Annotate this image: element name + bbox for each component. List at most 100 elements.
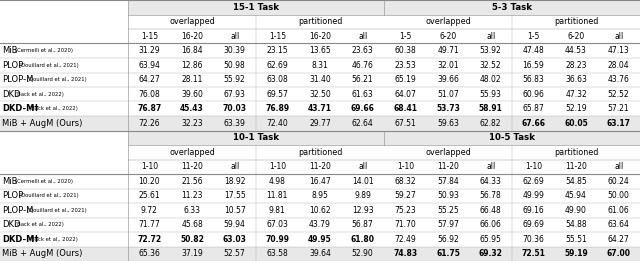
Text: 52.52: 52.52 xyxy=(608,90,630,99)
Text: 60.24: 60.24 xyxy=(608,177,630,186)
Text: 61.63: 61.63 xyxy=(352,90,374,99)
Text: DKD: DKD xyxy=(2,90,20,99)
Text: 55.92: 55.92 xyxy=(224,75,246,84)
Text: DKD-M†: DKD-M† xyxy=(2,104,38,113)
Text: 12.86: 12.86 xyxy=(181,61,203,70)
Text: 32.01: 32.01 xyxy=(437,61,459,70)
Text: DKD: DKD xyxy=(2,220,26,229)
Text: 50.82: 50.82 xyxy=(180,235,204,244)
Text: 69.57: 69.57 xyxy=(266,90,288,99)
Text: (Douillard et al., 2021): (Douillard et al., 2021) xyxy=(28,208,87,213)
Text: 43.71: 43.71 xyxy=(308,104,332,113)
Text: 61.06: 61.06 xyxy=(608,206,630,215)
Text: 49.71: 49.71 xyxy=(437,46,459,55)
Text: 45.43: 45.43 xyxy=(180,104,204,113)
Bar xyxy=(128,130,384,145)
Text: partitioned: partitioned xyxy=(298,17,342,26)
Text: 12.93: 12.93 xyxy=(352,206,374,215)
Text: 62.82: 62.82 xyxy=(480,119,501,128)
Text: 65.95: 65.95 xyxy=(480,235,502,244)
Text: PLOP: PLOP xyxy=(2,191,28,200)
Text: 63.17: 63.17 xyxy=(607,119,630,128)
Text: 13.65: 13.65 xyxy=(309,46,331,55)
Text: 45.68: 45.68 xyxy=(181,220,203,229)
Text: 76.08: 76.08 xyxy=(138,90,160,99)
Text: 59.19: 59.19 xyxy=(564,249,588,258)
Text: 1-10: 1-10 xyxy=(141,162,158,171)
Bar xyxy=(0,246,640,261)
Text: 54.88: 54.88 xyxy=(565,220,587,229)
Text: 72.51: 72.51 xyxy=(522,249,545,258)
Text: 67.03: 67.03 xyxy=(266,220,288,229)
Text: 55.51: 55.51 xyxy=(565,235,587,244)
Text: partitioned: partitioned xyxy=(554,17,598,26)
Text: 10-1 Task: 10-1 Task xyxy=(233,133,279,142)
Text: 52.57: 52.57 xyxy=(224,249,246,258)
Text: all: all xyxy=(614,32,623,41)
Text: 48.02: 48.02 xyxy=(480,75,502,84)
Text: 52.90: 52.90 xyxy=(352,249,374,258)
Text: 1-10: 1-10 xyxy=(397,162,414,171)
Text: (Back et al., 2022): (Back et al., 2022) xyxy=(29,106,78,111)
Text: PLOP-M: PLOP-M xyxy=(2,75,38,84)
Text: 65.36: 65.36 xyxy=(138,249,160,258)
Text: 67.00: 67.00 xyxy=(607,249,630,258)
Text: 64.07: 64.07 xyxy=(394,90,416,99)
Text: 30.39: 30.39 xyxy=(224,46,246,55)
Text: MiB: MiB xyxy=(2,46,17,55)
Text: 52.19: 52.19 xyxy=(565,104,587,113)
Text: 16-20: 16-20 xyxy=(309,32,331,41)
Text: PLOP: PLOP xyxy=(2,61,28,70)
Text: (Douillard et al., 2021): (Douillard et al., 2021) xyxy=(19,193,79,198)
Text: PLOP: PLOP xyxy=(2,61,23,70)
Text: 43.76: 43.76 xyxy=(608,75,630,84)
Text: partitioned: partitioned xyxy=(554,148,598,157)
Text: 60.38: 60.38 xyxy=(394,46,416,55)
Text: 50.00: 50.00 xyxy=(608,191,630,200)
Text: 72.49: 72.49 xyxy=(394,235,416,244)
Text: 51.07: 51.07 xyxy=(437,90,459,99)
Text: 45.94: 45.94 xyxy=(565,191,587,200)
Text: 62.64: 62.64 xyxy=(352,119,374,128)
Text: 50.98: 50.98 xyxy=(224,61,246,70)
Text: 65.19: 65.19 xyxy=(394,75,416,84)
Text: overlapped: overlapped xyxy=(169,148,215,157)
Text: DKD: DKD xyxy=(2,90,26,99)
Text: 16.47: 16.47 xyxy=(309,177,331,186)
Text: 43.79: 43.79 xyxy=(309,220,331,229)
Text: 64.33: 64.33 xyxy=(480,177,502,186)
Text: 72.72: 72.72 xyxy=(137,235,161,244)
Text: 56.78: 56.78 xyxy=(480,191,502,200)
Text: 10.57: 10.57 xyxy=(224,206,246,215)
Text: PLOP-M: PLOP-M xyxy=(2,206,33,215)
Text: 47.32: 47.32 xyxy=(565,90,587,99)
Text: 39.64: 39.64 xyxy=(309,249,331,258)
Text: 74.83: 74.83 xyxy=(393,249,417,258)
Text: MiB + AugM (Ours): MiB + AugM (Ours) xyxy=(2,249,83,258)
Text: 57.97: 57.97 xyxy=(437,220,459,229)
Text: 49.90: 49.90 xyxy=(565,206,587,215)
Text: 37.19: 37.19 xyxy=(181,249,203,258)
Text: 56.21: 56.21 xyxy=(352,75,374,84)
Text: PLOP-M: PLOP-M xyxy=(2,206,38,215)
Text: (Cermelli et al., 2020): (Cermelli et al., 2020) xyxy=(15,48,72,53)
Text: MiB + AugM (Ours): MiB + AugM (Ours) xyxy=(2,119,83,128)
Text: 28.23: 28.23 xyxy=(565,61,587,70)
Text: 36.63: 36.63 xyxy=(565,75,587,84)
Text: 61.80: 61.80 xyxy=(351,235,374,244)
Bar xyxy=(384,130,640,145)
Text: PLOP: PLOP xyxy=(2,191,23,200)
Text: MiB: MiB xyxy=(2,177,17,186)
Text: 10-5 Task: 10-5 Task xyxy=(489,133,535,142)
Text: 15-1 Task: 15-1 Task xyxy=(233,3,279,12)
Text: 18.92: 18.92 xyxy=(224,177,245,186)
Text: 47.48: 47.48 xyxy=(522,46,544,55)
Text: 1-5: 1-5 xyxy=(399,32,412,41)
Text: 53.73: 53.73 xyxy=(436,104,460,113)
Text: 11-20: 11-20 xyxy=(437,162,459,171)
Text: 56.92: 56.92 xyxy=(437,235,459,244)
Text: overlapped: overlapped xyxy=(425,148,471,157)
Text: 60.05: 60.05 xyxy=(564,119,588,128)
Text: 71.70: 71.70 xyxy=(394,220,416,229)
Text: 14.01: 14.01 xyxy=(352,177,374,186)
